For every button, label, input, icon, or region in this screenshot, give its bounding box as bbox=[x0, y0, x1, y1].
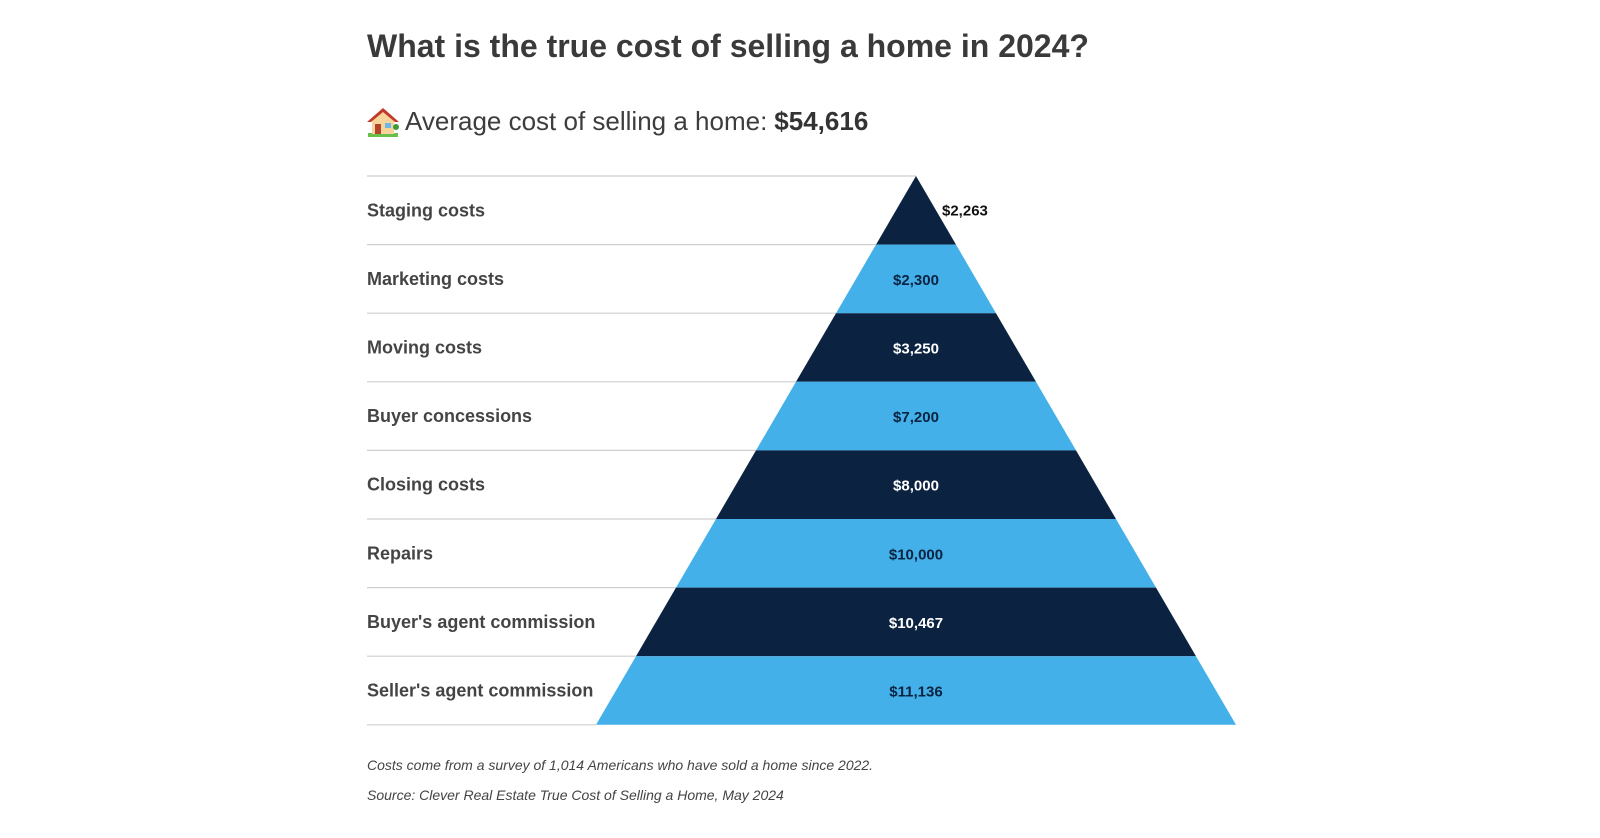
value-label: $10,000 bbox=[889, 546, 943, 563]
subtitle-total: $54,616 bbox=[774, 106, 869, 136]
pyramid-segment bbox=[676, 519, 1156, 588]
chart-title: What is the true cost of selling a home … bbox=[367, 28, 1089, 64]
pyramid-segment bbox=[796, 313, 1036, 382]
pyramid-segment bbox=[636, 587, 1196, 657]
value-label: $11,136 bbox=[889, 684, 942, 701]
pyramid-segment bbox=[836, 244, 996, 314]
pyramid-segment bbox=[716, 450, 1116, 519]
chart-subtitle: Average cost of selling a home: $54,616 bbox=[367, 106, 868, 137]
category-label: Repairs bbox=[367, 543, 433, 563]
category-label: Marketing costs bbox=[367, 269, 504, 289]
house-icon bbox=[367, 107, 399, 137]
value-label: $8,000 bbox=[893, 478, 939, 495]
category-label: Seller's agent commission bbox=[367, 681, 593, 701]
survey-note: Costs come from a survey of 1,014 Americ… bbox=[367, 757, 874, 773]
value-label: $7,200 bbox=[893, 409, 939, 426]
category-label: Staging costs bbox=[367, 200, 485, 220]
pyramid-segment bbox=[596, 656, 1236, 725]
category-label: Buyer's agent commission bbox=[367, 612, 595, 632]
subtitle-label: Average cost of selling a home: bbox=[405, 106, 768, 136]
pyramid-segment bbox=[876, 176, 956, 245]
value-label: $3,250 bbox=[893, 341, 939, 358]
pyramid-segment bbox=[756, 381, 1076, 451]
category-label: Closing costs bbox=[367, 475, 485, 495]
source-note: Source: Clever Real Estate True Cost of … bbox=[367, 787, 784, 803]
pyramid-chart: Staging costs $2,263 Marketing costs $2,300… bbox=[367, 175, 1236, 726]
value-label: $2,263 bbox=[942, 202, 988, 219]
category-label: Moving costs bbox=[367, 338, 482, 358]
value-label: $2,300 bbox=[893, 272, 939, 289]
value-label: $10,467 bbox=[889, 615, 943, 632]
category-label: Buyer concessions bbox=[367, 406, 532, 426]
